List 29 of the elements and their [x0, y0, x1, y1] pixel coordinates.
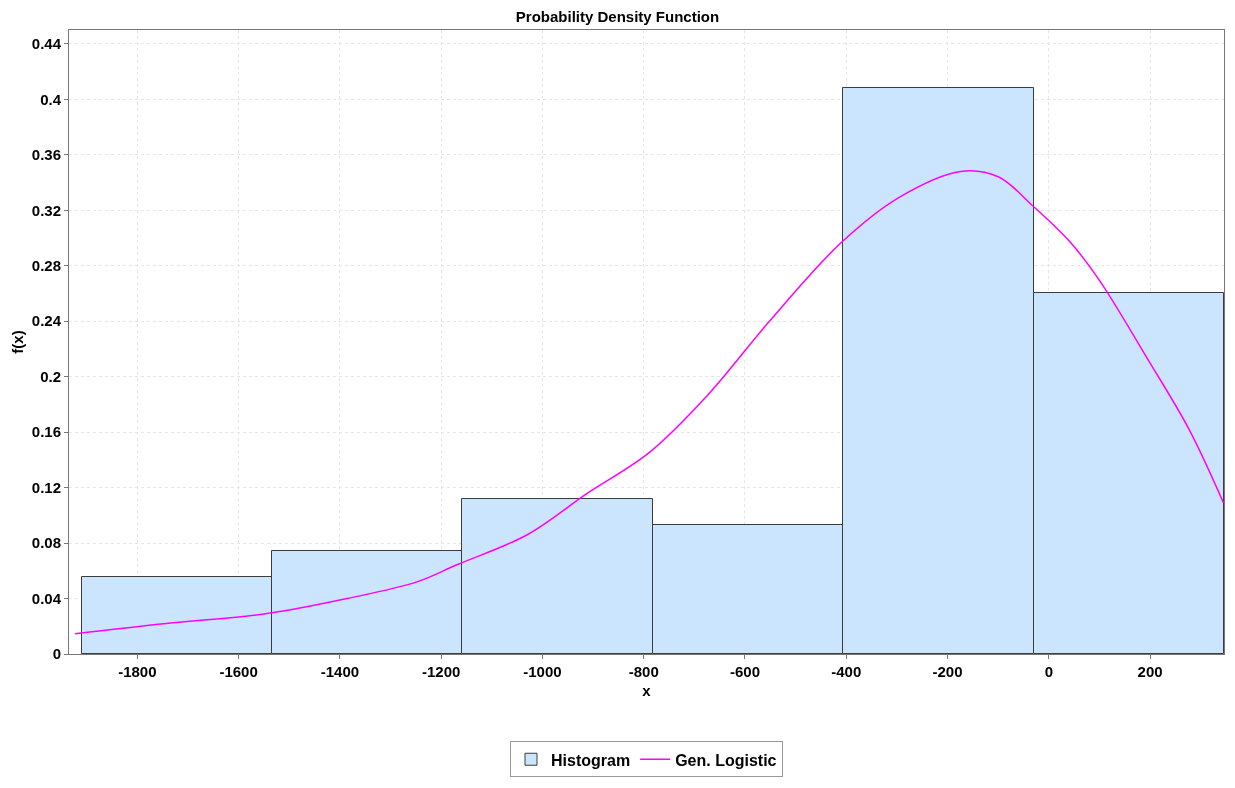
legend-label: Gen. Logistic: [675, 751, 777, 769]
y-axis-title: f(x): [9, 330, 27, 354]
y-tick-label: 0.2: [40, 367, 61, 385]
y-tick-label: 0.08: [31, 534, 61, 552]
y-tick-label: 0.4: [40, 90, 62, 108]
y-tick-label: 0.16: [31, 423, 61, 441]
x-tick-label: -1200: [421, 663, 461, 680]
x-tick-label: -200: [932, 663, 963, 680]
x-tick-label: -1400: [320, 663, 360, 680]
x-tick-label: -800: [628, 663, 659, 680]
y-tick-label: 0.44: [31, 35, 62, 53]
x-tick-label: 0: [1044, 663, 1053, 680]
legend-label: Histogram: [551, 751, 631, 769]
x-axis-title: x: [642, 682, 652, 699]
x-tick-label: -600: [729, 663, 761, 680]
y-tick-label: 0: [52, 645, 61, 663]
y-tick-label: 0.32: [31, 201, 61, 219]
y-tick-label: 0.36: [31, 146, 61, 164]
line-series: [74, 170, 1224, 635]
y-tick-label: 0.28: [31, 256, 61, 274]
x-tick-label: -400: [831, 663, 862, 680]
y-tick-label: 0.24: [31, 312, 62, 330]
x-tick-label: -1800: [118, 663, 157, 680]
x-tick-label: -1000: [523, 663, 562, 680]
x-tick-label: 200: [1137, 663, 1163, 680]
x-tick-label: -1600: [219, 663, 258, 680]
y-tick-label: 0.04: [31, 589, 62, 607]
y-tick-label: 0.12: [31, 478, 61, 496]
chart-title: Probability Density Function: [515, 8, 720, 26]
